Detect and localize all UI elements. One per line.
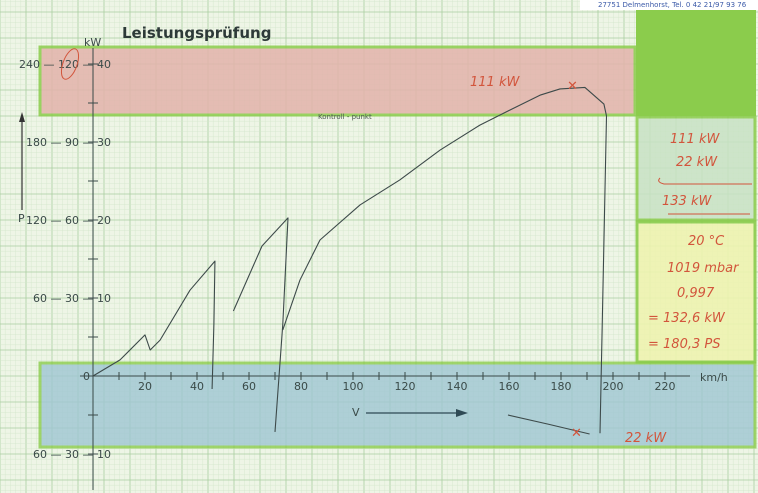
axes bbox=[80, 48, 690, 490]
x-tick-label: 120 bbox=[395, 380, 416, 393]
x-tick-label: 200 bbox=[603, 380, 624, 393]
power-curve-3 bbox=[282, 86, 608, 434]
x-tick-label: 20 bbox=[138, 380, 152, 393]
full-load-band bbox=[38, 45, 637, 117]
pressure: 1019 mbar bbox=[667, 261, 740, 276]
power-curve-4 bbox=[507, 414, 590, 435]
loss-power: 22 kW bbox=[676, 155, 718, 170]
y-axis-label: P bbox=[18, 212, 25, 225]
temperature: 20 °C bbox=[688, 234, 725, 249]
v-arrow-head-icon bbox=[456, 409, 468, 417]
power-curve-2 bbox=[232, 217, 289, 432]
y-unit-label: kW bbox=[84, 36, 101, 49]
red-circle-mark bbox=[60, 48, 80, 80]
x-tick-label: 140 bbox=[447, 380, 468, 393]
power-curve-1 bbox=[92, 260, 216, 390]
chart-title: Leistungsprüfung bbox=[122, 24, 271, 42]
y-tick-label: 0 bbox=[83, 370, 90, 383]
correction-factor: 0,997 bbox=[677, 286, 715, 301]
sum-line bbox=[658, 177, 752, 185]
wheel-power: 111 kW bbox=[670, 132, 720, 147]
corrected-ps: = 180,3 PS bbox=[648, 337, 720, 352]
x-tick-label: 40 bbox=[190, 380, 204, 393]
x-tick-label: 180 bbox=[551, 380, 572, 393]
corrected-kw: = 132,6 kW bbox=[648, 311, 726, 326]
x-tick-label: 60 bbox=[242, 380, 256, 393]
peak-x-mark: ✕ bbox=[567, 79, 578, 94]
header-address: 27751 Delmenhorst, Tel. 0 42 21/97 93 76 bbox=[598, 1, 747, 9]
loss-band bbox=[38, 361, 757, 449]
x-tick-label: 100 bbox=[343, 380, 364, 393]
x-tick-label: 160 bbox=[499, 380, 520, 393]
curves bbox=[92, 86, 608, 435]
y-tick-label: 180 — 90 — 30 bbox=[26, 136, 111, 149]
y-tick-label: 60 — 30 — 10 bbox=[33, 448, 111, 461]
y-tick-label: 120 — 60 — 20 bbox=[26, 214, 111, 227]
conditions-box bbox=[635, 220, 757, 364]
header-strip bbox=[580, 0, 758, 10]
x-axis-label: V bbox=[352, 406, 360, 419]
loss-x-mark: ✕ bbox=[571, 426, 582, 441]
loss-annotation: 22 kW bbox=[625, 431, 667, 446]
tick-labels: 20 40 60 80 100 120 140 160 180 200 220 240 — 120 —… bbox=[19, 58, 675, 461]
power-summary-box bbox=[635, 115, 757, 222]
engine-power: 133 kW bbox=[662, 194, 712, 209]
p-arrow-head-icon bbox=[19, 112, 25, 122]
control-point-label: Kontroll - punkt bbox=[318, 113, 372, 121]
y-tick-label: 60 — 30 — 10 bbox=[33, 292, 111, 305]
x-tick-label: 80 bbox=[294, 380, 308, 393]
peak-annotation: 111 kW bbox=[470, 75, 520, 90]
x-unit-label: km/h bbox=[700, 371, 728, 384]
green-corner-block bbox=[636, 0, 756, 116]
x-tick-label: 220 bbox=[655, 380, 676, 393]
y-tick-label: 240 — 120 — 40 bbox=[19, 58, 111, 71]
